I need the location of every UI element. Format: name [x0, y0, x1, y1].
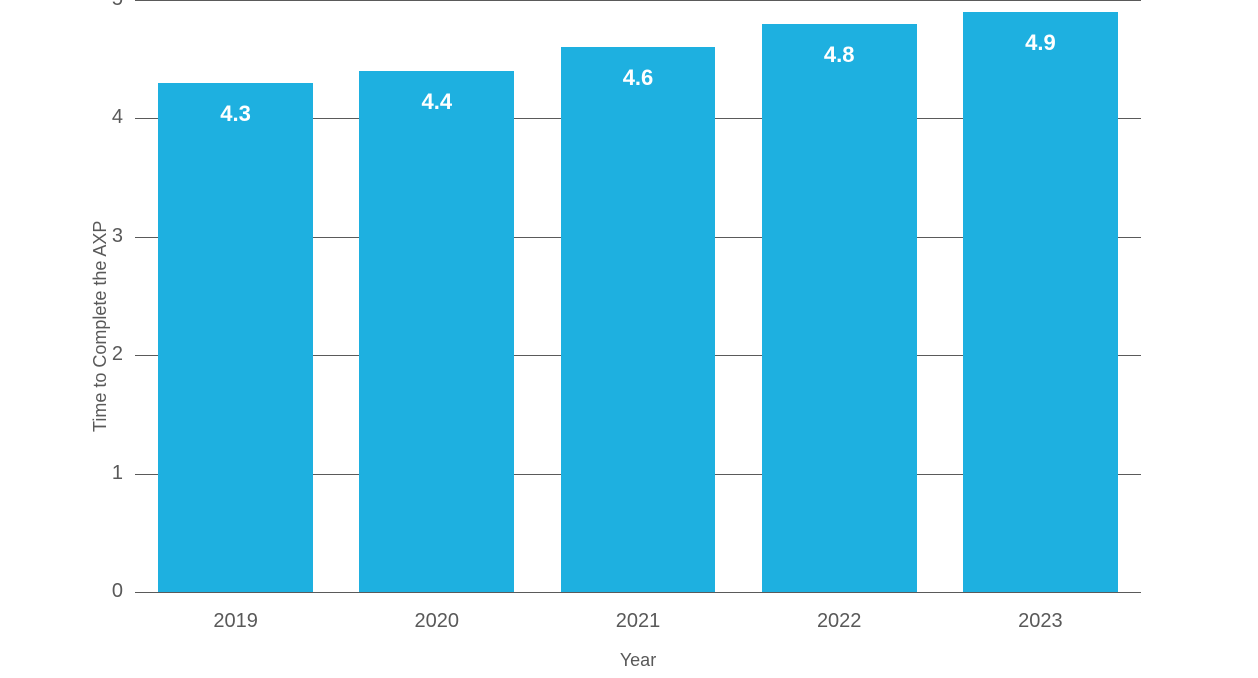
x-axis-title: Year	[135, 650, 1141, 671]
bar-value-label: 4.9	[963, 30, 1118, 56]
bar-value-label: 4.8	[762, 42, 917, 68]
bar: 4.8	[762, 24, 917, 592]
bar: 4.3	[158, 83, 313, 592]
y-tick-label: 1	[112, 462, 123, 485]
bar: 4.9	[963, 12, 1118, 592]
y-tick-label: 2	[112, 343, 123, 366]
bar-chart: Time to Complete the AXP 4.3 4.4 4.6 4.8 4.9…	[0, 0, 1258, 678]
gridline	[135, 0, 1141, 1]
x-tick-label: 2022	[809, 610, 869, 633]
gridline	[135, 592, 1141, 593]
y-tick-label: 3	[112, 225, 123, 248]
bar-value-label: 4.6	[561, 65, 716, 91]
bar-value-label: 4.4	[359, 89, 514, 115]
bar: 4.6	[561, 47, 716, 592]
bar-value-label: 4.3	[158, 101, 313, 127]
bar: 4.4	[359, 71, 514, 592]
y-tick-label: 5	[112, 0, 123, 11]
plot-area: 4.3 4.4 4.6 4.8 4.9	[135, 0, 1141, 592]
x-tick-label: 2021	[608, 610, 668, 633]
y-axis-title: Time to Complete the AXP	[90, 221, 111, 432]
x-tick-label: 2023	[1010, 610, 1070, 633]
y-tick-label: 0	[112, 580, 123, 603]
y-tick-label: 4	[112, 106, 123, 129]
x-tick-label: 2019	[206, 610, 266, 633]
x-tick-label: 2020	[407, 610, 467, 633]
